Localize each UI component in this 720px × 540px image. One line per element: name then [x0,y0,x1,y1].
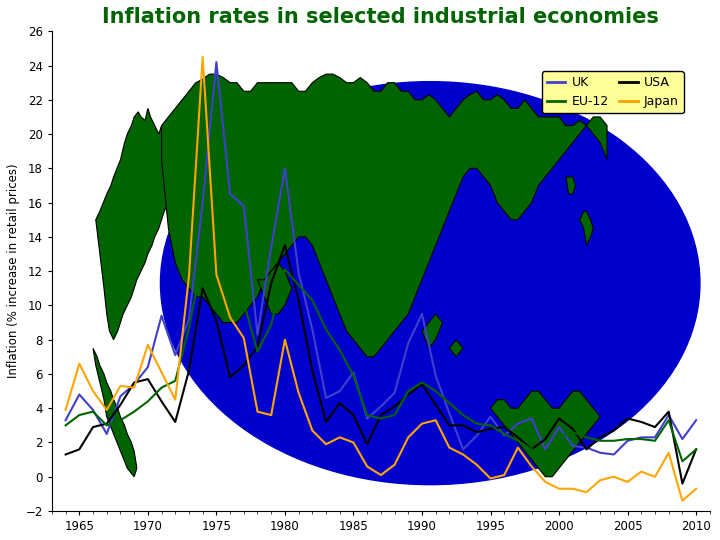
Polygon shape [449,340,463,357]
Polygon shape [96,109,178,340]
Ellipse shape [161,82,700,484]
Y-axis label: Inflation (% increase in retail prices): Inflation (% increase in retail prices) [7,164,20,379]
Legend: UK, EU-12, USA, Japan: UK, EU-12, USA, Japan [541,71,684,113]
Polygon shape [566,177,575,194]
Title: Inflation rates in selected industrial economies: Inflation rates in selected industrial e… [102,7,660,27]
Polygon shape [93,348,137,477]
Polygon shape [490,391,600,477]
Polygon shape [580,211,593,246]
Polygon shape [161,74,607,357]
Polygon shape [422,314,443,348]
Polygon shape [258,262,292,314]
